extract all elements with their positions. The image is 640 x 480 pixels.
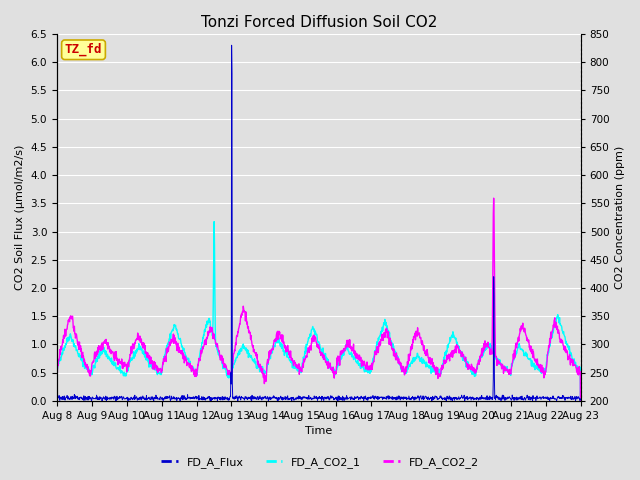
FD_A_CO2_2 (170, 331, 177, 337)
FD_A_Flux (469, 395, 477, 401)
FD_A_CO2_2 (157, 366, 164, 372)
FD_A_Flux (157, 394, 164, 400)
Line: FD_A_CO2_1: FD_A_CO2_1 (57, 222, 580, 480)
Legend: FD_A_Flux, FD_A_CO2_1, FD_A_CO2_2: FD_A_Flux, FD_A_CO2_1, FD_A_CO2_2 (156, 452, 484, 472)
FD_A_Flux (515, 395, 523, 401)
FD_A_CO2_1 (170, 325, 177, 331)
FD_A_Flux (248, 398, 255, 404)
FD_A_Flux (577, 396, 584, 402)
FD_A_CO2_1 (515, 343, 523, 348)
X-axis label: Time: Time (305, 426, 332, 436)
FD_A_CO2_1 (400, 368, 408, 374)
FD_A_CO2_2 (228, 367, 236, 373)
Y-axis label: CO2 Concentration (ppm): CO2 Concentration (ppm) (615, 146, 625, 289)
FD_A_Flux (228, 42, 236, 48)
Title: Tonzi Forced Diffusion Soil CO2: Tonzi Forced Diffusion Soil CO2 (200, 15, 437, 30)
FD_A_CO2_1 (157, 370, 164, 376)
FD_A_CO2_1 (468, 371, 476, 377)
FD_A_CO2_2 (400, 369, 408, 374)
Line: FD_A_CO2_2: FD_A_CO2_2 (57, 198, 580, 480)
FD_A_CO2_1 (211, 219, 218, 225)
FD_A_CO2_2 (53, 372, 61, 377)
FD_A_CO2_2 (515, 338, 523, 344)
FD_A_CO2_1 (228, 363, 236, 369)
Line: FD_A_Flux: FD_A_Flux (57, 45, 580, 401)
FD_A_CO2_2 (468, 363, 476, 369)
FD_A_Flux (401, 394, 408, 400)
FD_A_CO2_2 (490, 195, 497, 201)
FD_A_CO2_1 (53, 367, 61, 373)
FD_A_Flux (228, 381, 236, 387)
Y-axis label: CO2 Soil Flux (μmol/m2/s): CO2 Soil Flux (μmol/m2/s) (15, 145, 25, 290)
FD_A_Flux (170, 396, 177, 401)
FD_A_Flux (53, 394, 61, 400)
Text: TZ_fd: TZ_fd (65, 43, 102, 57)
